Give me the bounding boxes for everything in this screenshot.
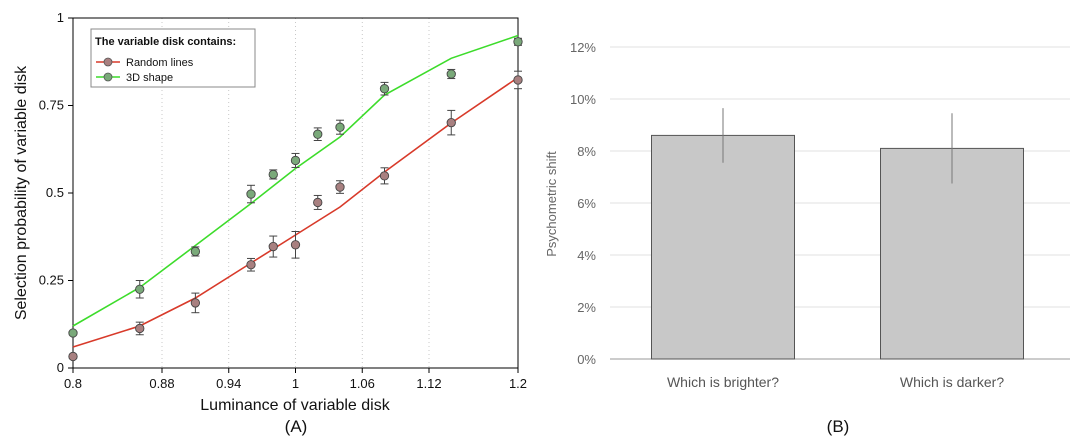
chart-b-y-tick-label: 2%: [577, 300, 596, 315]
category-label-darker: Which is darker?: [900, 374, 1004, 390]
chart-b-ticks: 0% 2% 4% 6% 8% 10% 12%: [570, 40, 596, 367]
chart-a-y-tick-label: 0.25: [39, 273, 64, 288]
chart-a-x-tick-label: 1.12: [416, 376, 441, 391]
chart-b-y-tick-label: 12%: [570, 40, 596, 55]
data-point-random-lines: [190, 298, 201, 308]
data-point-3d-shape: [135, 284, 145, 294]
legend-swatch-random-lines-marker: [103, 57, 113, 67]
bar-brighter: [651, 134, 795, 360]
chart-a-ticks: 0.8 0.88 0.94 1 1.06 1.12 1.2 0 0.25 0.5 0.75 1: [39, 10, 527, 391]
data-point-random-lines: [135, 323, 145, 334]
chart-b-panel-label: (B): [827, 417, 850, 436]
chart-a-x-tick-label: 1: [292, 376, 299, 391]
chart-b: 0%2%4%6%8%10%12% Which is brighter? Which…: [544, 40, 1070, 436]
chart-a-x-tick-label: 0.94: [216, 376, 241, 391]
data-point-3d-shape: [335, 122, 345, 132]
chart-a-x-tick-label: 1.06: [350, 376, 375, 391]
data-point-random-lines: [246, 260, 256, 270]
chart-a-x-tick-label: 1.2: [509, 376, 527, 391]
data-point-3d-shape: [246, 189, 256, 199]
series-line-3d-shape: [72, 34, 519, 327]
data-point-random-lines: [290, 240, 301, 250]
chart-a-panel-label: (A): [285, 417, 308, 436]
data-point-random-lines: [313, 197, 323, 208]
data-point-3d-shape: [190, 246, 201, 257]
legend-entry-3d-shape: 3D shape: [126, 72, 173, 84]
chart-a-legend: The variable disk contains: Random lines…: [90, 28, 256, 88]
data-point-3d-shape: [68, 328, 78, 338]
legend-swatch-3d-shape-marker: [103, 72, 113, 82]
data-point-3d-shape: [313, 129, 323, 139]
chart-a-series: [68, 34, 523, 362]
data-point-3d-shape: [290, 155, 301, 166]
chart-b-y-tick-label: 6%: [577, 196, 596, 211]
data-point-random-lines: [513, 75, 523, 85]
legend-entry-random-lines: Random lines: [126, 57, 194, 69]
chart-b-bars: Which is brighter? Which is darker?: [651, 108, 1024, 390]
category-label-brighter: Which is brighter?: [667, 374, 779, 390]
data-point-random-lines: [335, 182, 345, 192]
data-point-3d-shape: [513, 37, 523, 47]
chart-b-ylabel: Psychometric shift: [544, 151, 559, 257]
chart-a-xlabel: Luminance of variable disk: [200, 397, 390, 414]
legend-title: The variable disk contains:: [95, 36, 236, 48]
chart-a-ylabel: Selection probability of variable disk: [13, 65, 30, 320]
chart-a-y-tick-label: 0.5: [46, 185, 64, 200]
chart-a: 0.8 0.88 0.94 1 1.06 1.12 1.2 0 0.25 0.5 0.75 1 Lum…: [13, 10, 527, 436]
data-point-random-lines: [268, 241, 278, 252]
chart-a-y-tick-label: 1: [57, 10, 64, 25]
data-point-random-lines: [379, 171, 390, 181]
chart-a-x-tick-label: 0.88: [149, 376, 174, 391]
data-point-3d-shape: [446, 69, 456, 79]
data-point-random-lines: [68, 351, 78, 362]
chart-b-y-tick-label: 0%: [577, 352, 596, 367]
chart-a-y-tick-label: 0.75: [39, 98, 64, 113]
chart-a-y-tick-label: 0: [57, 360, 64, 375]
data-point-random-lines: [446, 118, 456, 128]
data-point-3d-shape: [379, 84, 390, 94]
chart-a-x-tick-label: 0.8: [64, 376, 82, 391]
chart-b-y-tick-label: 10%: [570, 92, 596, 107]
data-point-3d-shape: [268, 169, 278, 180]
chart-b-y-tick-label: 8%: [577, 144, 596, 159]
chart-b-y-tick-label: 4%: [577, 248, 596, 263]
